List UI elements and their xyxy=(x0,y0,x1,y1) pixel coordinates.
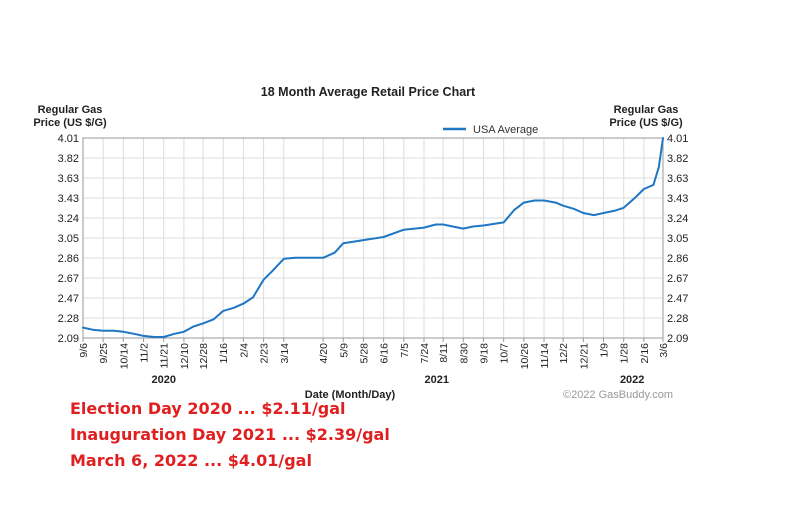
plot-frame xyxy=(82,137,664,339)
x-tick-label: 7/24 xyxy=(419,343,431,364)
annotation-election-day: Election Day 2020 ... $2.11/gal xyxy=(70,399,346,418)
y-tick-label-left: 2.67 xyxy=(58,273,79,285)
left-axis-label: Regular Gas Price (US $/G) xyxy=(33,104,107,129)
x-tick-label: 11/2 xyxy=(139,343,151,363)
x-tick-label: 11/21 xyxy=(159,343,171,369)
axis-label-line: Price (US $/G) xyxy=(33,117,107,129)
y-tick-label-left: 2.47 xyxy=(58,293,79,305)
x-tick-label: 5/28 xyxy=(358,343,370,364)
x-tick-label: 10/26 xyxy=(519,343,531,369)
x-tick-label: 9/6 xyxy=(78,343,90,358)
series-line-usa-average xyxy=(82,137,664,338)
y-axis-ticks: 4.01 4.01 3.82 3.82 3.63 3.63 3.43 3.43 3.24 3.24… xyxy=(58,133,689,345)
y-tick-label-right: 2.86 xyxy=(667,253,688,265)
x-tick-label: 3/6 xyxy=(658,343,670,358)
x-tick-label: 7/5 xyxy=(399,343,411,358)
y-tick-label-left: 3.63 xyxy=(58,173,79,185)
x-tick-label: 12/2 xyxy=(558,343,570,364)
y-tick-label-left: 3.82 xyxy=(58,153,79,165)
x-tick-label: 10/14 xyxy=(118,343,130,369)
y-tick-label-right: 3.43 xyxy=(667,193,688,205)
x-tick-label: 4/20 xyxy=(318,343,330,364)
y-tick-label-right: 3.82 xyxy=(667,153,688,165)
x-axis-ticks: 9/6 9/25 10/14 11/2 11/21 12/10 12/28 1/16 2/4 2/… xyxy=(78,338,670,369)
x-tick-label: 12/21 xyxy=(578,343,590,369)
x-tick-label: 1/16 xyxy=(218,343,230,364)
y-tick-label-right: 3.24 xyxy=(667,213,688,225)
x-tick-label: 8/30 xyxy=(458,343,470,364)
x-tick-label: 10/7 xyxy=(499,343,511,364)
axis-label-line: Regular Gas xyxy=(614,104,679,116)
year-label: 2022 xyxy=(620,374,644,386)
x-tick-label: 2/16 xyxy=(639,343,651,364)
gasbuddy-watermark: ©2022 GasBuddy.com xyxy=(563,389,673,401)
y-tick-label-right: 2.09 xyxy=(667,333,688,345)
x-tick-label: 9/18 xyxy=(478,343,490,364)
x-tick-label: 8/11 xyxy=(438,343,450,363)
legend-label: USA Average xyxy=(473,124,538,136)
x-tick-label: 12/28 xyxy=(198,343,210,369)
right-axis-label: Regular Gas Price (US $/G) xyxy=(609,104,683,129)
y-tick-label-right: 3.05 xyxy=(667,233,688,245)
axis-label-line: Regular Gas xyxy=(38,104,103,116)
x-tick-label: 2/23 xyxy=(259,343,271,364)
x-tick-label: 9/25 xyxy=(98,343,110,364)
x-tick-label: 12/10 xyxy=(179,343,191,369)
year-labels: 2020 2021 2022 xyxy=(151,374,644,386)
annotation-inauguration-day: Inauguration Day 2021 ... $2.39/gal xyxy=(70,425,390,444)
x-tick-label: 6/16 xyxy=(379,343,391,364)
x-tick-label: 3/14 xyxy=(279,343,291,364)
annotation-march-6-2022: March 6, 2022 ... $4.01/gal xyxy=(70,451,312,470)
x-tick-label: 5/9 xyxy=(338,343,350,358)
y-tick-label-left: 3.43 xyxy=(58,193,79,205)
year-label: 2021 xyxy=(424,374,448,386)
chart-legend: USA Average xyxy=(443,124,538,136)
y-tick-label-right: 3.63 xyxy=(667,173,688,185)
y-tick-label-right: 2.28 xyxy=(667,313,688,325)
y-tick-label-right: 2.67 xyxy=(667,273,688,285)
x-axis-label: Date (Month/Day) xyxy=(305,389,396,401)
series-layer xyxy=(82,137,664,338)
y-tick-label-left: 4.01 xyxy=(58,133,79,145)
x-tick-label: 1/9 xyxy=(599,343,611,358)
x-tick-label: 1/28 xyxy=(619,343,631,364)
axis-label-line: Price (US $/G) xyxy=(609,117,683,129)
y-tick-label-left: 2.28 xyxy=(58,313,79,325)
x-tick-label: 11/14 xyxy=(539,343,551,369)
chart-title: 18 Month Average Retail Price Chart xyxy=(261,85,476,99)
x-tick-label: 2/4 xyxy=(238,343,250,358)
y-tick-label-left: 3.24 xyxy=(58,213,79,225)
y-tick-label-left: 2.86 xyxy=(58,253,79,265)
y-tick-label-left: 3.05 xyxy=(58,233,79,245)
y-tick-label-left: 2.09 xyxy=(58,333,79,345)
y-tick-label-right: 2.47 xyxy=(667,293,688,305)
y-tick-label-right: 4.01 xyxy=(667,133,688,145)
year-label: 2020 xyxy=(151,374,175,386)
